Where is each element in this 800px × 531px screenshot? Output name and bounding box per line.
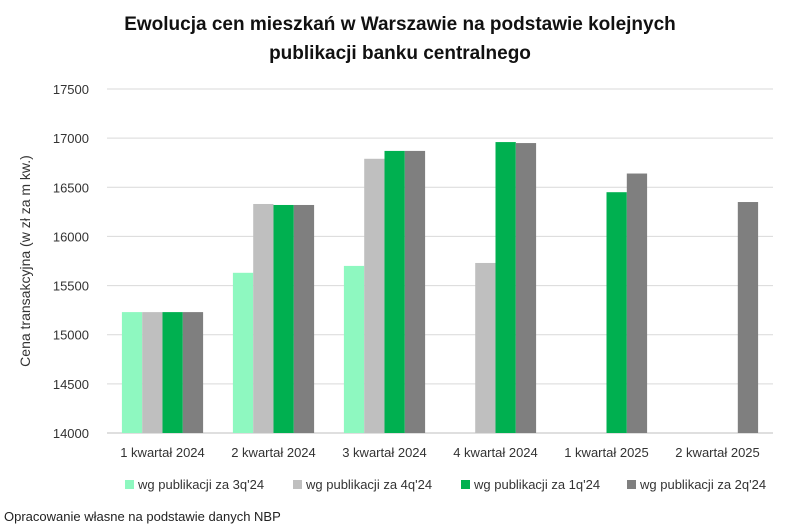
legend-label: wg publikacji za 4q'24	[305, 477, 432, 492]
source-note: Opracowanie własne na podstawie danych N…	[4, 509, 281, 524]
legend-label: wg publikacji za 1q'24	[473, 477, 600, 492]
legend-swatch	[293, 480, 302, 489]
bar	[142, 312, 163, 433]
y-axis-label: Cena transakcyjna (w zł za m kw.)	[17, 155, 33, 367]
bar	[232, 272, 254, 433]
y-tick-label: 16000	[53, 229, 89, 244]
bar	[293, 204, 315, 433]
y-tick-label: 15500	[53, 279, 89, 294]
chart-title-line-1: Ewolucja cen mieszkań w Warszawie na pod…	[124, 14, 676, 35]
bar-chart: 14000 14500 15000 15500 16000 16500 17000 17500…	[17, 82, 773, 492]
x-tick-label: 1 kwartał 2025	[564, 445, 649, 460]
bar	[182, 312, 204, 433]
bar	[737, 202, 759, 433]
bar	[364, 158, 385, 434]
y-tick-label: 17500	[53, 82, 89, 97]
bar	[273, 204, 294, 433]
legend-swatch	[627, 480, 636, 489]
x-tick-label: 2 kwartał 2025	[675, 445, 760, 460]
bar	[495, 142, 516, 433]
chart-title: Ewolucja cen mieszkań w Warszawie na pod…	[0, 10, 800, 68]
y-tick-label: 14000	[53, 426, 89, 441]
bar	[606, 192, 627, 433]
bar	[515, 143, 537, 434]
y-tick-label: 15000	[53, 328, 89, 343]
x-tick-label: 2 kwartał 2024	[231, 445, 316, 460]
y-tick-label: 16500	[53, 180, 89, 195]
bar	[253, 203, 274, 433]
x-tick-label: 3 kwartał 2024	[342, 445, 427, 460]
legend-swatch	[461, 480, 470, 489]
bar	[626, 173, 648, 434]
y-tick-label: 17000	[53, 131, 89, 146]
bar	[475, 262, 496, 433]
legend-label: wg publikacji za 2q'24	[639, 477, 766, 492]
bar	[121, 312, 143, 433]
legend-label: wg publikacji za 3q'24	[137, 477, 264, 492]
y-tick-label: 14500	[53, 377, 89, 392]
bar	[404, 150, 426, 434]
bar	[384, 150, 405, 434]
bar	[162, 312, 183, 433]
x-tick-label: 1 kwartał 2024	[120, 445, 205, 460]
bar	[343, 265, 365, 433]
x-tick-label: 4 kwartał 2024	[453, 445, 538, 460]
legend-swatch	[125, 480, 134, 489]
chart-title-line-2: publikacji banku centralnego	[269, 43, 531, 64]
